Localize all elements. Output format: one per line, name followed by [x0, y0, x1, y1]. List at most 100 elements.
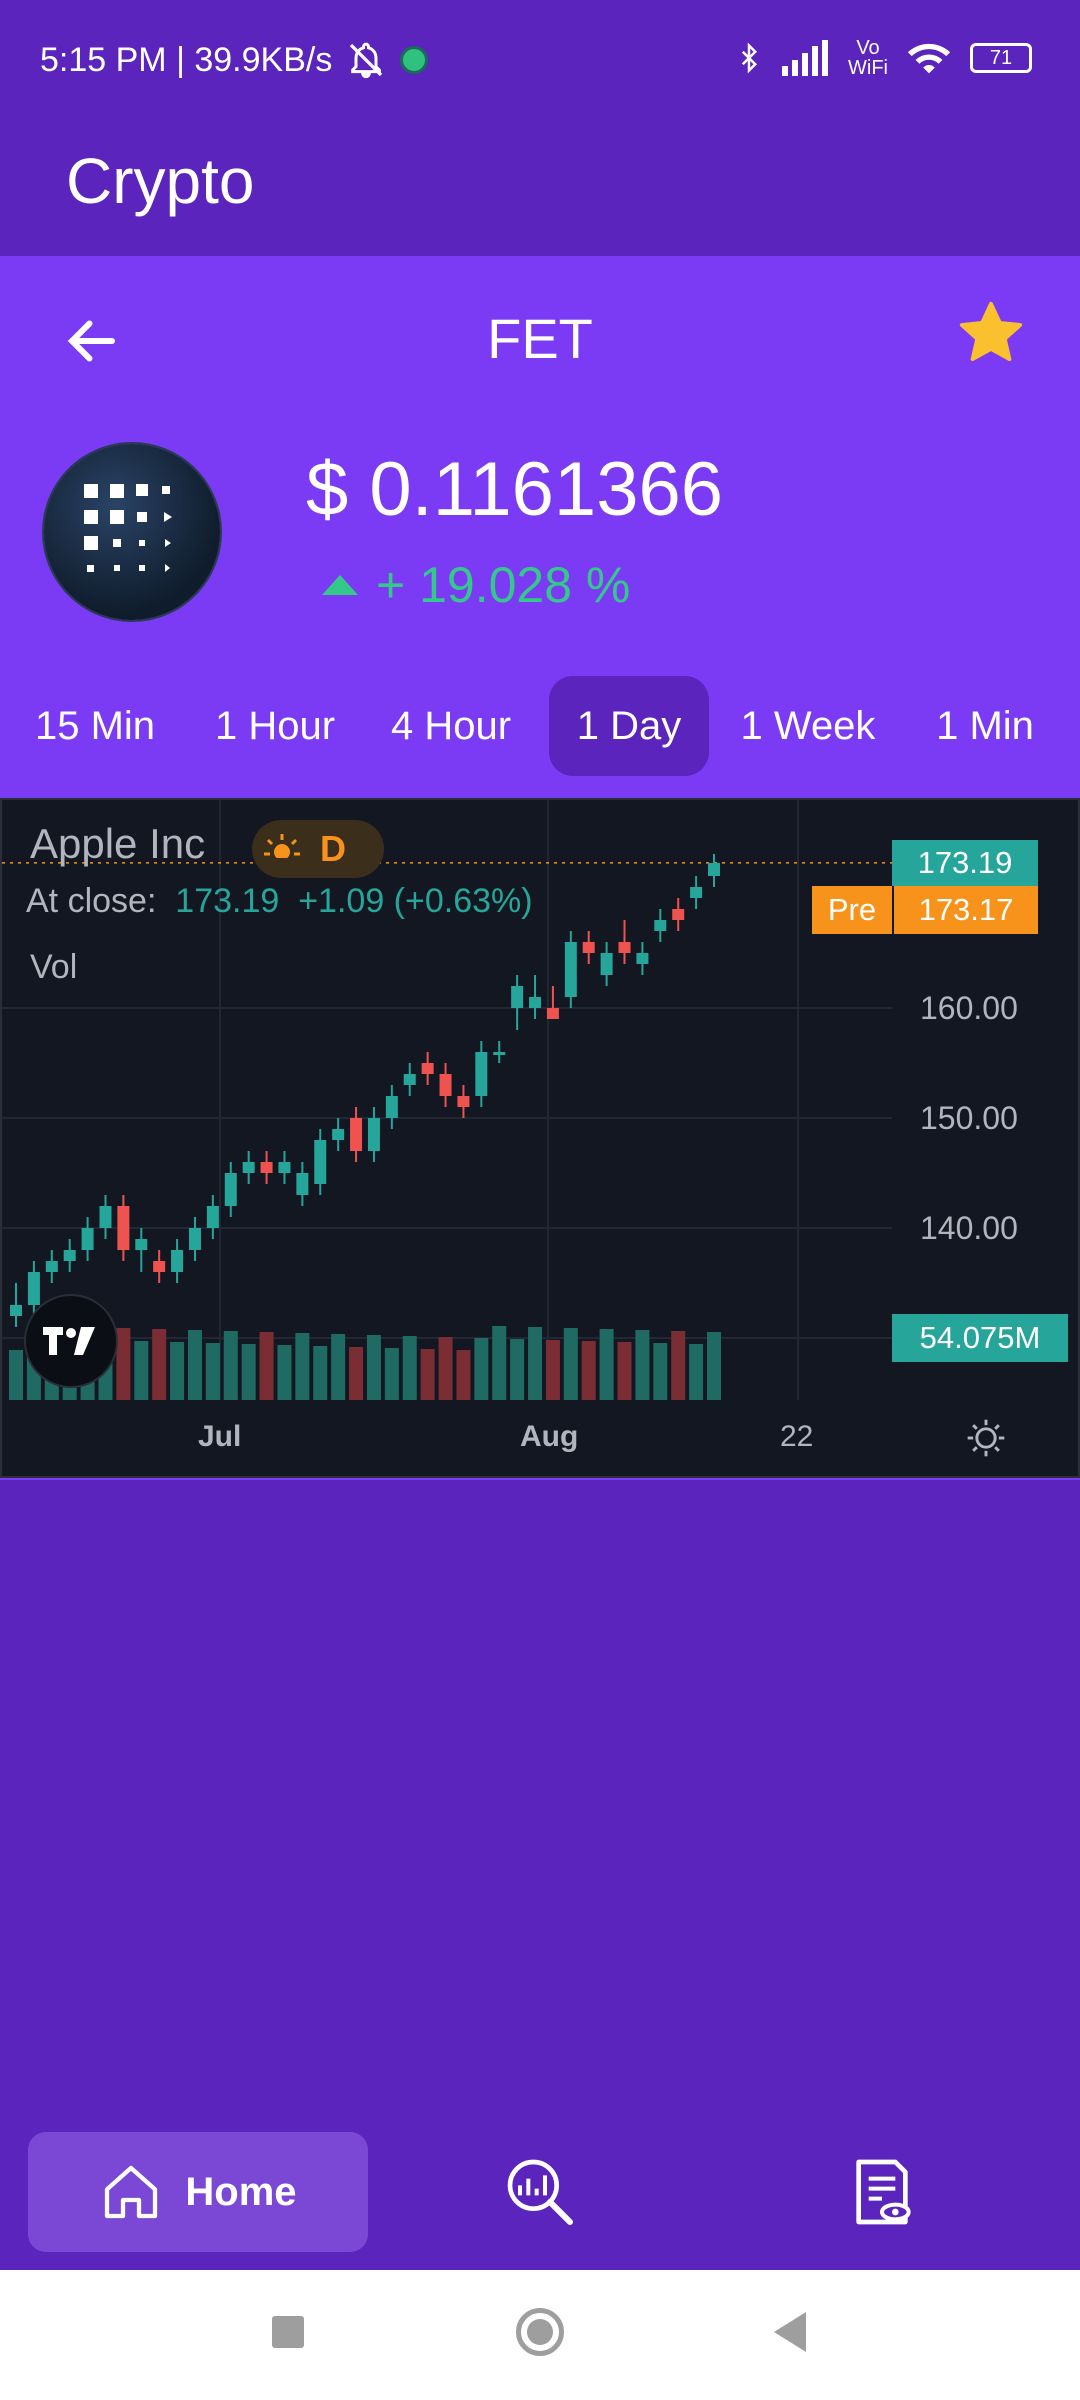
volume-bar	[510, 1339, 525, 1400]
candle-body	[206, 1206, 219, 1228]
volume-bar	[402, 1336, 417, 1400]
back-arrow-icon[interactable]	[62, 311, 122, 371]
candle-body	[242, 1162, 255, 1173]
volume-bar	[671, 1331, 686, 1400]
volume-bar	[152, 1329, 167, 1400]
app-notification-icon	[400, 46, 429, 74]
status-right: Vo WiFi 71	[734, 38, 1032, 78]
volume-bar	[689, 1344, 704, 1400]
recents-button[interactable]	[272, 2316, 304, 2348]
coin-logo	[44, 444, 220, 620]
volume-bar	[599, 1329, 614, 1400]
candle-body	[314, 1140, 327, 1184]
volume-bar	[277, 1345, 292, 1400]
volume-bar	[707, 1332, 721, 1400]
app-bar: Crypto	[0, 128, 1080, 256]
tab-1-week[interactable]: 1 Week	[740, 703, 876, 748]
candle-body	[511, 986, 524, 1008]
candle-body	[332, 1129, 345, 1140]
volume-bar	[116, 1328, 131, 1400]
triangle-up-icon	[322, 575, 358, 595]
candle-body	[672, 909, 685, 920]
volume-bar	[349, 1347, 364, 1400]
candle-body	[439, 1074, 452, 1096]
volume-bar	[384, 1348, 399, 1400]
close-value: 173.19	[175, 882, 280, 920]
analytics-search-icon[interactable]	[500, 2152, 580, 2232]
favorite-star-icon[interactable]	[954, 296, 1028, 370]
watchlist-document-icon[interactable]	[842, 2152, 922, 2232]
candle-body	[618, 942, 631, 953]
coin-price: $ 0.1161366	[306, 447, 723, 532]
volume-bar	[545, 1340, 560, 1400]
tab-1-min[interactable]: 1 Min	[936, 703, 1034, 748]
volume-label: Vol	[30, 948, 78, 986]
candle-body	[153, 1261, 166, 1272]
volume-bar	[653, 1343, 668, 1400]
close-label: At close:	[26, 882, 157, 920]
volume-bar	[563, 1328, 578, 1400]
y-tick-label: 150.00	[920, 1100, 1018, 1136]
close-info: At close: 173.19 +1.09 (+0.63%)	[26, 882, 533, 921]
price-chart[interactable]: Apple Inc D At close: 173.19 +1.09 (+0.6…	[0, 798, 1080, 1478]
volume-bar	[492, 1326, 507, 1400]
interval-tabs: 15 Min 1 Hour 4 Hour 1 Day 1 Week 1 Min	[0, 676, 1080, 776]
volume-bar	[223, 1331, 238, 1400]
volume-bar	[170, 1342, 185, 1400]
home-system-button[interactable]	[516, 2308, 564, 2356]
volume-bar	[456, 1350, 471, 1400]
volume-tag: 54.075M	[892, 1314, 1068, 1362]
candle-body	[278, 1162, 291, 1173]
volume-bar	[205, 1343, 220, 1400]
volume-bar	[366, 1335, 381, 1400]
candle-body	[546, 1008, 559, 1019]
tab-1-hour[interactable]: 1 Hour	[214, 703, 336, 748]
vowifi-label: Vo WiFi	[848, 37, 888, 79]
candle-body	[385, 1096, 398, 1118]
candle-body	[81, 1228, 94, 1250]
candle-body	[27, 1272, 40, 1305]
candle-body	[582, 942, 595, 953]
candle-body	[260, 1162, 273, 1173]
market-status-badge[interactable]: D	[252, 820, 384, 878]
volume-bar	[438, 1337, 453, 1400]
y-tick-label: 140.00	[920, 1210, 1018, 1246]
candle-body	[457, 1096, 470, 1107]
battery-level: 71	[989, 46, 1013, 69]
tab-4-hour[interactable]: 4 Hour	[390, 703, 512, 748]
battery-icon: 71	[970, 43, 1032, 73]
tab-15-min[interactable]: 15 Min	[34, 703, 156, 748]
volume-bar	[187, 1330, 202, 1400]
volume-bar	[474, 1338, 489, 1400]
back-system-button[interactable]	[770, 2310, 810, 2354]
y-tick-label: 160.00	[920, 990, 1018, 1026]
tradingview-logo[interactable]	[24, 1294, 118, 1388]
volume-bar	[259, 1332, 274, 1400]
volume-bar	[9, 1350, 23, 1400]
volume-bar	[331, 1334, 346, 1400]
candle-body	[188, 1228, 201, 1250]
candle-body	[564, 942, 577, 997]
volume-bar	[295, 1333, 310, 1400]
signal-icon	[782, 40, 828, 76]
volume-bar	[241, 1344, 256, 1400]
candle-body	[636, 953, 649, 964]
bluetooth-icon	[741, 42, 758, 74]
interval-badge: D	[320, 828, 346, 869]
chart-canvas[interactable]	[2, 800, 1078, 1476]
price-change: + 19.028 %	[320, 556, 630, 614]
candle-body	[296, 1173, 309, 1195]
candle-body	[224, 1173, 237, 1206]
coin-symbol: FET	[487, 307, 593, 370]
app-title: Crypto	[66, 145, 255, 217]
chart-settings-icon[interactable]	[964, 1416, 1008, 1460]
nav-home-button[interactable]: Home	[28, 2132, 368, 2252]
tab-1-day[interactable]: 1 Day	[549, 676, 709, 776]
nav-home-label: Home	[185, 2169, 297, 2214]
status-left: 5:15 PM | 39.9KB/s	[40, 40, 429, 80]
notifications-off-icon	[350, 42, 383, 79]
volume-bar	[581, 1341, 596, 1400]
candle-body	[45, 1261, 58, 1272]
candle-body	[135, 1239, 148, 1250]
candle-body	[493, 1052, 506, 1055]
